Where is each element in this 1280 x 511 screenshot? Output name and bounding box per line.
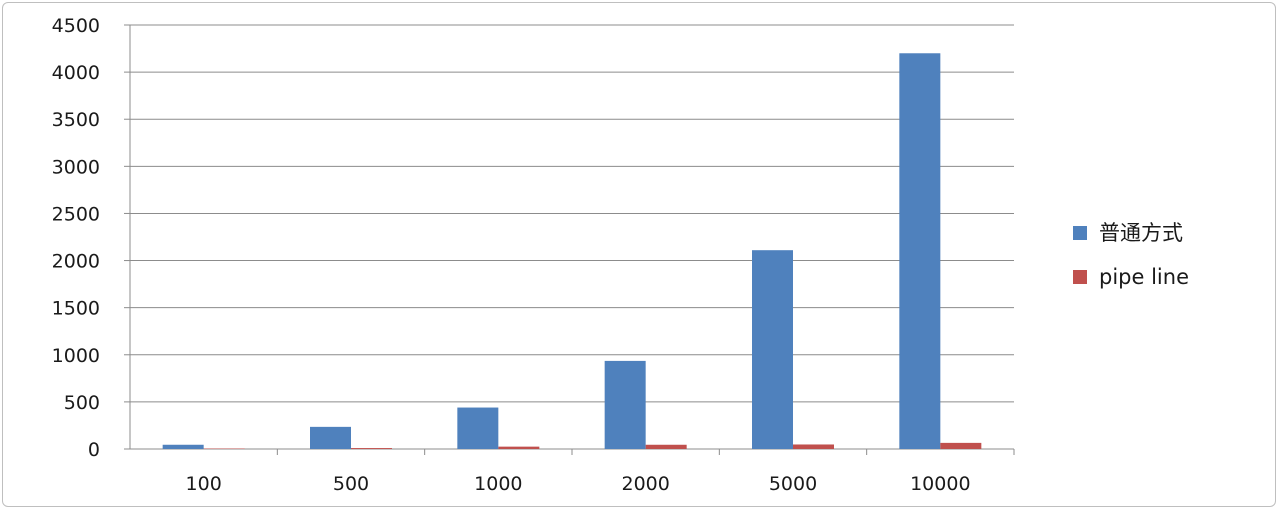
y-tick-label-4000: 4000 <box>52 62 100 84</box>
bar-series-1-1000 <box>498 446 540 449</box>
bar-series-1-500 <box>351 448 392 449</box>
x-tick-label-10000: 10000 <box>910 473 970 495</box>
y-tick-label-500: 500 <box>64 392 100 414</box>
x-tick-label-5000: 5000 <box>769 473 817 495</box>
bar-series-0-500 <box>310 426 351 449</box>
axes <box>124 24 1015 455</box>
bar-series-1-2000 <box>645 444 687 449</box>
y-tick-label-2000: 2000 <box>52 251 100 273</box>
bar-series-0-2000 <box>604 360 646 449</box>
legend-label-series-1: pipe line <box>1099 265 1189 289</box>
bar-series-0-5000 <box>752 250 793 449</box>
bar-series-0-100 <box>162 444 204 449</box>
bars <box>162 53 982 450</box>
x-tick-label-2000: 2000 <box>621 473 669 495</box>
bar-series-0-10000 <box>899 53 941 450</box>
x-tick-label-1000: 1000 <box>474 473 522 495</box>
x-tick-label-500: 500 <box>333 473 369 495</box>
bar-series-1-10000 <box>940 442 982 449</box>
y-tick-label-1000: 1000 <box>52 345 100 367</box>
y-tick-label-0: 0 <box>88 439 100 461</box>
legend-swatch-series-1 <box>1073 270 1087 284</box>
y-tick-label-2500: 2500 <box>52 203 100 225</box>
legend-label-series-0: 普通方式 <box>1099 221 1183 245</box>
y-tick-label-3500: 3500 <box>52 109 100 131</box>
y-tick-label-4500: 4500 <box>52 15 100 37</box>
tick-labels: 0 500 1000 1500 2000 2500 3000 3500 4000 4500 100 5… <box>52 15 971 495</box>
bar-series-1-5000 <box>793 444 834 449</box>
x-tick-label-100: 100 <box>186 473 222 495</box>
y-tick-label-1500: 1500 <box>52 298 100 320</box>
y-tick-label-3000: 3000 <box>52 156 100 178</box>
legend: 普通方式 pipe line <box>1073 221 1189 289</box>
legend-swatch-series-0 <box>1073 226 1087 240</box>
gridlines <box>130 24 1014 403</box>
bar-series-0-1000 <box>457 407 499 449</box>
